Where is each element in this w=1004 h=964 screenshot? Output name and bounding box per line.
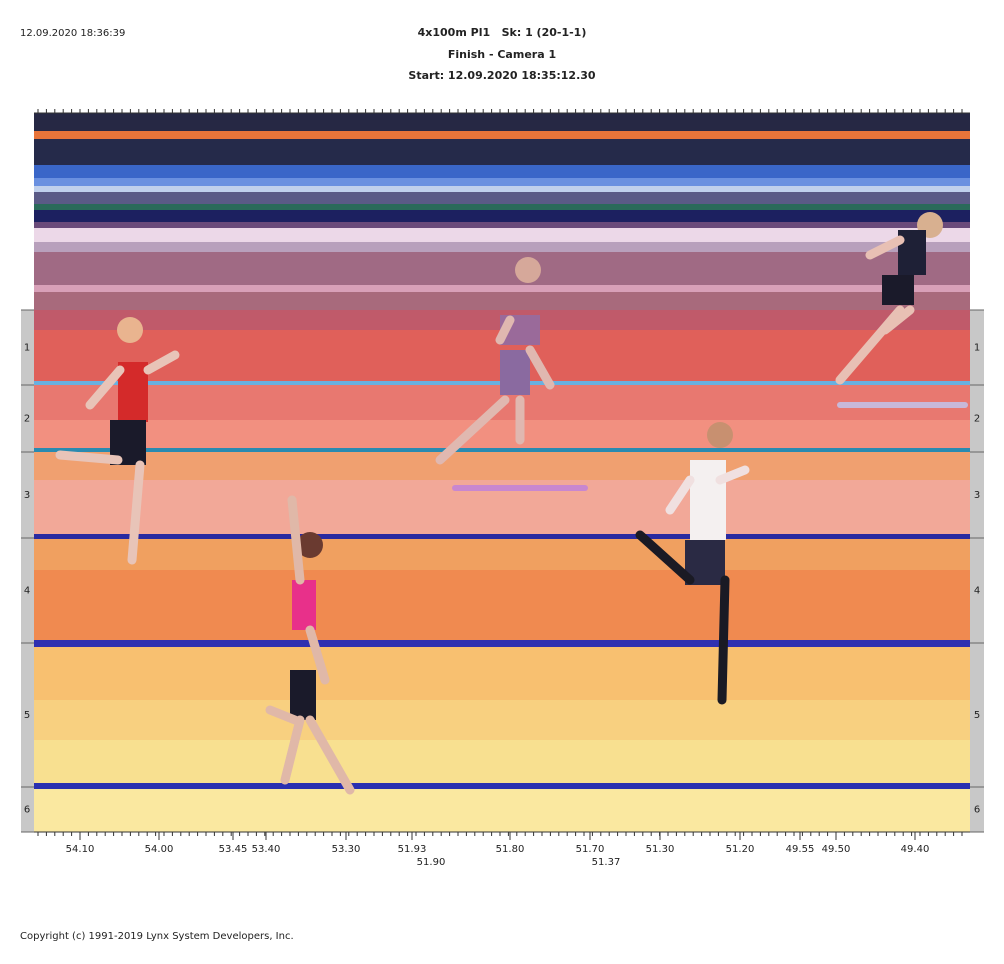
- lane-label: 6: [24, 805, 30, 816]
- lane-label: 1: [24, 343, 30, 354]
- stripe: [34, 204, 970, 210]
- stripe: [34, 165, 970, 178]
- runner: [835, 212, 968, 408]
- time-label: 51.90: [417, 857, 446, 868]
- stripe: [34, 222, 970, 228]
- time-label: 49.50: [822, 844, 851, 855]
- stripe: [34, 242, 970, 252]
- finish-image: 1 1 2 2 3 3 4 4 5 5 6 6: [21, 113, 984, 833]
- stripe: [34, 131, 970, 139]
- lane-label: 3: [24, 490, 30, 501]
- stripe: [34, 285, 970, 292]
- lane-label: 1: [974, 343, 980, 354]
- lane-strip: [970, 310, 984, 832]
- stripe: [34, 448, 970, 452]
- stripe: [34, 252, 970, 285]
- runners: [55, 212, 968, 795]
- stripe: [34, 640, 970, 647]
- lane-label: 4: [974, 586, 980, 597]
- stripe: [34, 647, 970, 700]
- time-label: 54.10: [66, 844, 95, 855]
- time-label: 53.45: [219, 844, 248, 855]
- time-scale: 54.10 54.00 53.45 53.40 53.30 51.93 51.80 51.70…: [34, 109, 970, 868]
- lane-label: 3: [974, 490, 980, 501]
- stripe: [34, 570, 970, 640]
- time-label: 49.55: [786, 844, 815, 855]
- lane-strip: [21, 310, 34, 832]
- stripe: [34, 178, 970, 186]
- runner: [435, 257, 588, 491]
- runner: [635, 422, 750, 705]
- stripe: [34, 292, 970, 310]
- camera-label: Finish - Camera 1: [448, 48, 556, 61]
- stripe: [34, 186, 970, 192]
- stripe: [34, 210, 970, 222]
- stripe: [34, 700, 970, 740]
- runner: [265, 495, 355, 795]
- lane-label: 2: [24, 414, 30, 425]
- stripe: [34, 228, 970, 242]
- time-label: 49.40: [901, 844, 930, 855]
- lane-label: 6: [974, 805, 980, 816]
- stripe: [34, 452, 970, 480]
- time-label: 53.40: [252, 844, 281, 855]
- time-label: 51.20: [726, 844, 755, 855]
- time-label: 51.80: [496, 844, 525, 855]
- lane-label: 5: [974, 710, 980, 721]
- stripe: [34, 740, 970, 783]
- time-label: 54.00: [145, 844, 174, 855]
- stripe: [34, 139, 970, 165]
- stripe: [34, 789, 970, 832]
- timestamp: 12.09.2020 18:36:39: [20, 28, 125, 39]
- stripe: [34, 534, 970, 539]
- lane-label: 2: [974, 414, 980, 425]
- stripe: [34, 420, 970, 448]
- stripe: [34, 783, 970, 789]
- stripe: [34, 113, 970, 131]
- lane-label: 4: [24, 586, 30, 597]
- stripe: [34, 539, 970, 570]
- time-label: 53.30: [332, 844, 361, 855]
- runner: [55, 317, 180, 565]
- copyright: Copyright (c) 1991-2019 Lynx System Deve…: [20, 931, 294, 942]
- time-label: 51.93: [398, 844, 427, 855]
- start-time: Start: 12.09.2020 18:35:12.30: [408, 69, 595, 82]
- lane-label: 5: [24, 710, 30, 721]
- stripe: [34, 192, 970, 204]
- race-title: 4x100m Pl1 Sk: 1 (20-1-1): [418, 26, 587, 39]
- time-label: 51.30: [646, 844, 675, 855]
- time-label: 51.37: [592, 857, 621, 868]
- time-label: 51.70: [576, 844, 605, 855]
